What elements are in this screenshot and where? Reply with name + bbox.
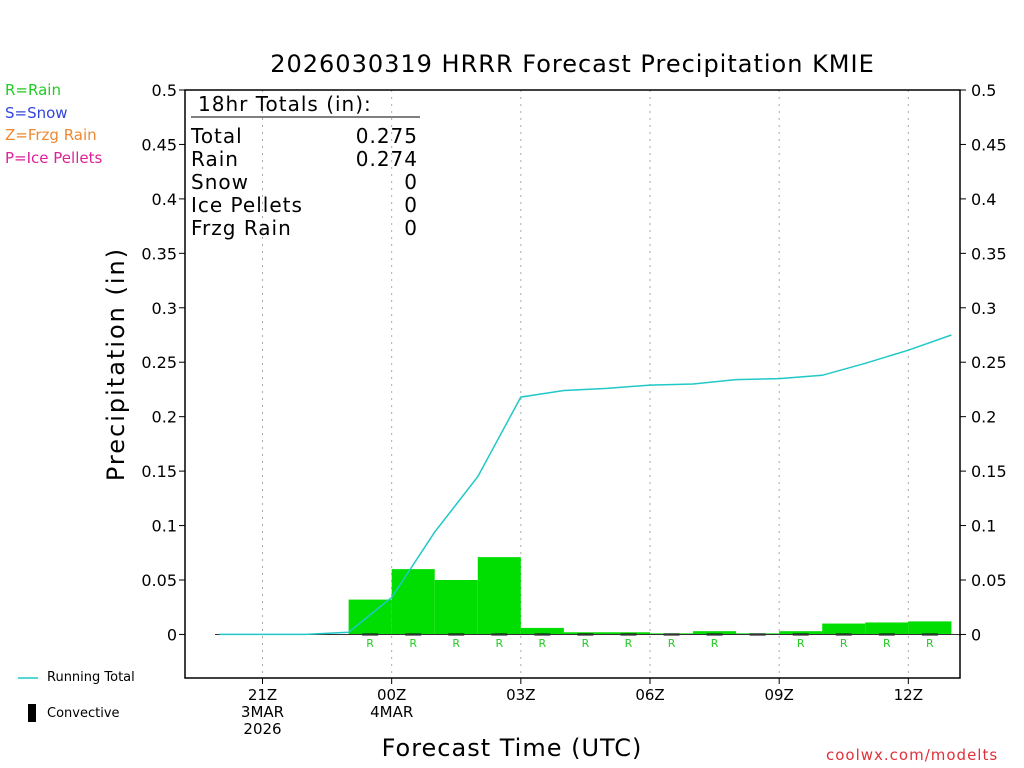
y-tick-label-right: 0.4	[971, 190, 996, 209]
ptype-label: R	[797, 637, 805, 650]
precip-bar	[434, 580, 478, 635]
totals-header: 18hr Totals (in):	[198, 92, 372, 116]
precip-bar	[822, 623, 866, 635]
y-tick-label-left: 0	[167, 625, 177, 644]
y-tick-label-left: 0.25	[141, 353, 177, 372]
totals-row-label: Snow	[191, 170, 249, 194]
ptype-label: R	[582, 637, 590, 650]
bars	[348, 557, 952, 635]
totals-row-label: Total	[190, 124, 243, 148]
y-tick-label-left: 0.2	[152, 408, 177, 427]
y-tick-label-right: 0.1	[971, 517, 996, 536]
totals-box: 18hr Totals (in): Total 0.275 Rain 0.274 Snow…	[190, 92, 420, 240]
y-tick-label-right: 0	[971, 625, 981, 644]
ptype-label: R	[625, 637, 633, 650]
y-tick-label-left: 0.4	[152, 190, 177, 209]
convective-legend-swatch	[28, 704, 36, 722]
ptype-label: R	[840, 637, 848, 650]
totals-row-value: 0	[404, 193, 418, 217]
gridlines	[262, 90, 909, 678]
precip-bar	[779, 631, 823, 635]
y-tick-label-left: 0.35	[141, 244, 177, 263]
x-tick-label: 4MAR	[370, 703, 413, 721]
y-tick-label-right: 0.5	[971, 81, 996, 100]
x-tick-label: 06Z	[635, 686, 664, 704]
precip-bar	[606, 632, 650, 635]
x-axis-label: Forecast Time (UTC)	[381, 734, 643, 762]
precip-bar	[348, 599, 392, 635]
y-tick-label-left: 0.3	[152, 299, 177, 318]
y-tick-label-right: 0.25	[971, 353, 1007, 372]
precip-bar	[520, 627, 564, 635]
ptype-label: R	[452, 637, 460, 650]
y-tick-label-left: 0.5	[152, 81, 177, 100]
legend-ice-pellets: P=Ice Pellets	[5, 149, 103, 167]
ptype-label: R	[366, 637, 374, 650]
x-tick-label: 09Z	[764, 686, 793, 704]
y-axis-ticks: 0 00.05 0.050.1 0.10.15 0.150.2 0.20.25 0.250.…	[141, 81, 1006, 644]
convective-legend-label: Convective	[47, 706, 120, 721]
totals-row-value: 0	[404, 216, 418, 240]
ptype-label: R	[668, 637, 676, 650]
ptype-label: R	[409, 637, 417, 650]
y-tick-label-left: 0.45	[141, 135, 177, 154]
precip-bar	[908, 621, 952, 635]
y-tick-label-right: 0.35	[971, 244, 1007, 263]
legend-rain: R=Rain	[5, 81, 61, 99]
precip-bar	[391, 569, 435, 635]
y-tick-label-left: 0.15	[141, 462, 177, 481]
x-tick-label: 12Z	[894, 686, 923, 704]
ptype-label: R	[926, 637, 934, 650]
totals-row-value: 0.274	[356, 147, 418, 171]
running-total-legend-label: Running Total	[47, 670, 135, 685]
totals-row-value: 0.275	[356, 124, 418, 148]
precip-bar	[693, 631, 737, 635]
legend-frzg-rain: Z=Frzg Rain	[5, 126, 97, 144]
y-tick-label-left: 0.1	[152, 517, 177, 536]
y-tick-label-left: 0.05	[141, 571, 177, 590]
ptype-label: R	[495, 637, 503, 650]
y-tick-label-right: 0.05	[971, 571, 1007, 590]
totals-row-label: Rain	[191, 147, 239, 171]
totals-row-value: 0	[404, 170, 418, 194]
precip-bar	[865, 622, 909, 635]
plot-frame	[184, 89, 961, 679]
y-tick-label-right: 0.2	[971, 408, 996, 427]
ptype-label: R	[539, 637, 547, 650]
x-tick-label: 2026	[243, 720, 281, 738]
y-tick-label-right: 0.15	[971, 462, 1007, 481]
x-tick-label: 3MAR	[241, 703, 284, 721]
legend-snow: S=Snow	[5, 104, 68, 122]
x-tick-label: 03Z	[506, 686, 535, 704]
ptype-label: R	[711, 637, 719, 650]
y-tick-label-right: 0.3	[971, 299, 996, 318]
totals-row-label: Frzg Rain	[191, 216, 292, 240]
ptype-label: R	[883, 637, 891, 650]
x-tick-label: 21Z	[248, 686, 277, 704]
running-total-line	[219, 334, 952, 636]
y-tick-label-right: 0.45	[971, 135, 1007, 154]
running-total-series	[219, 334, 952, 636]
totals-row-label: Ice Pellets	[191, 193, 303, 217]
precip-bar	[563, 632, 607, 635]
credit-text: coolwx.com/modelts	[826, 746, 999, 764]
x-tick-label: 00Z	[377, 686, 406, 704]
precip-bar	[477, 557, 521, 635]
chart-title: 2026030319 HRRR Forecast Precipitation K…	[270, 50, 875, 78]
